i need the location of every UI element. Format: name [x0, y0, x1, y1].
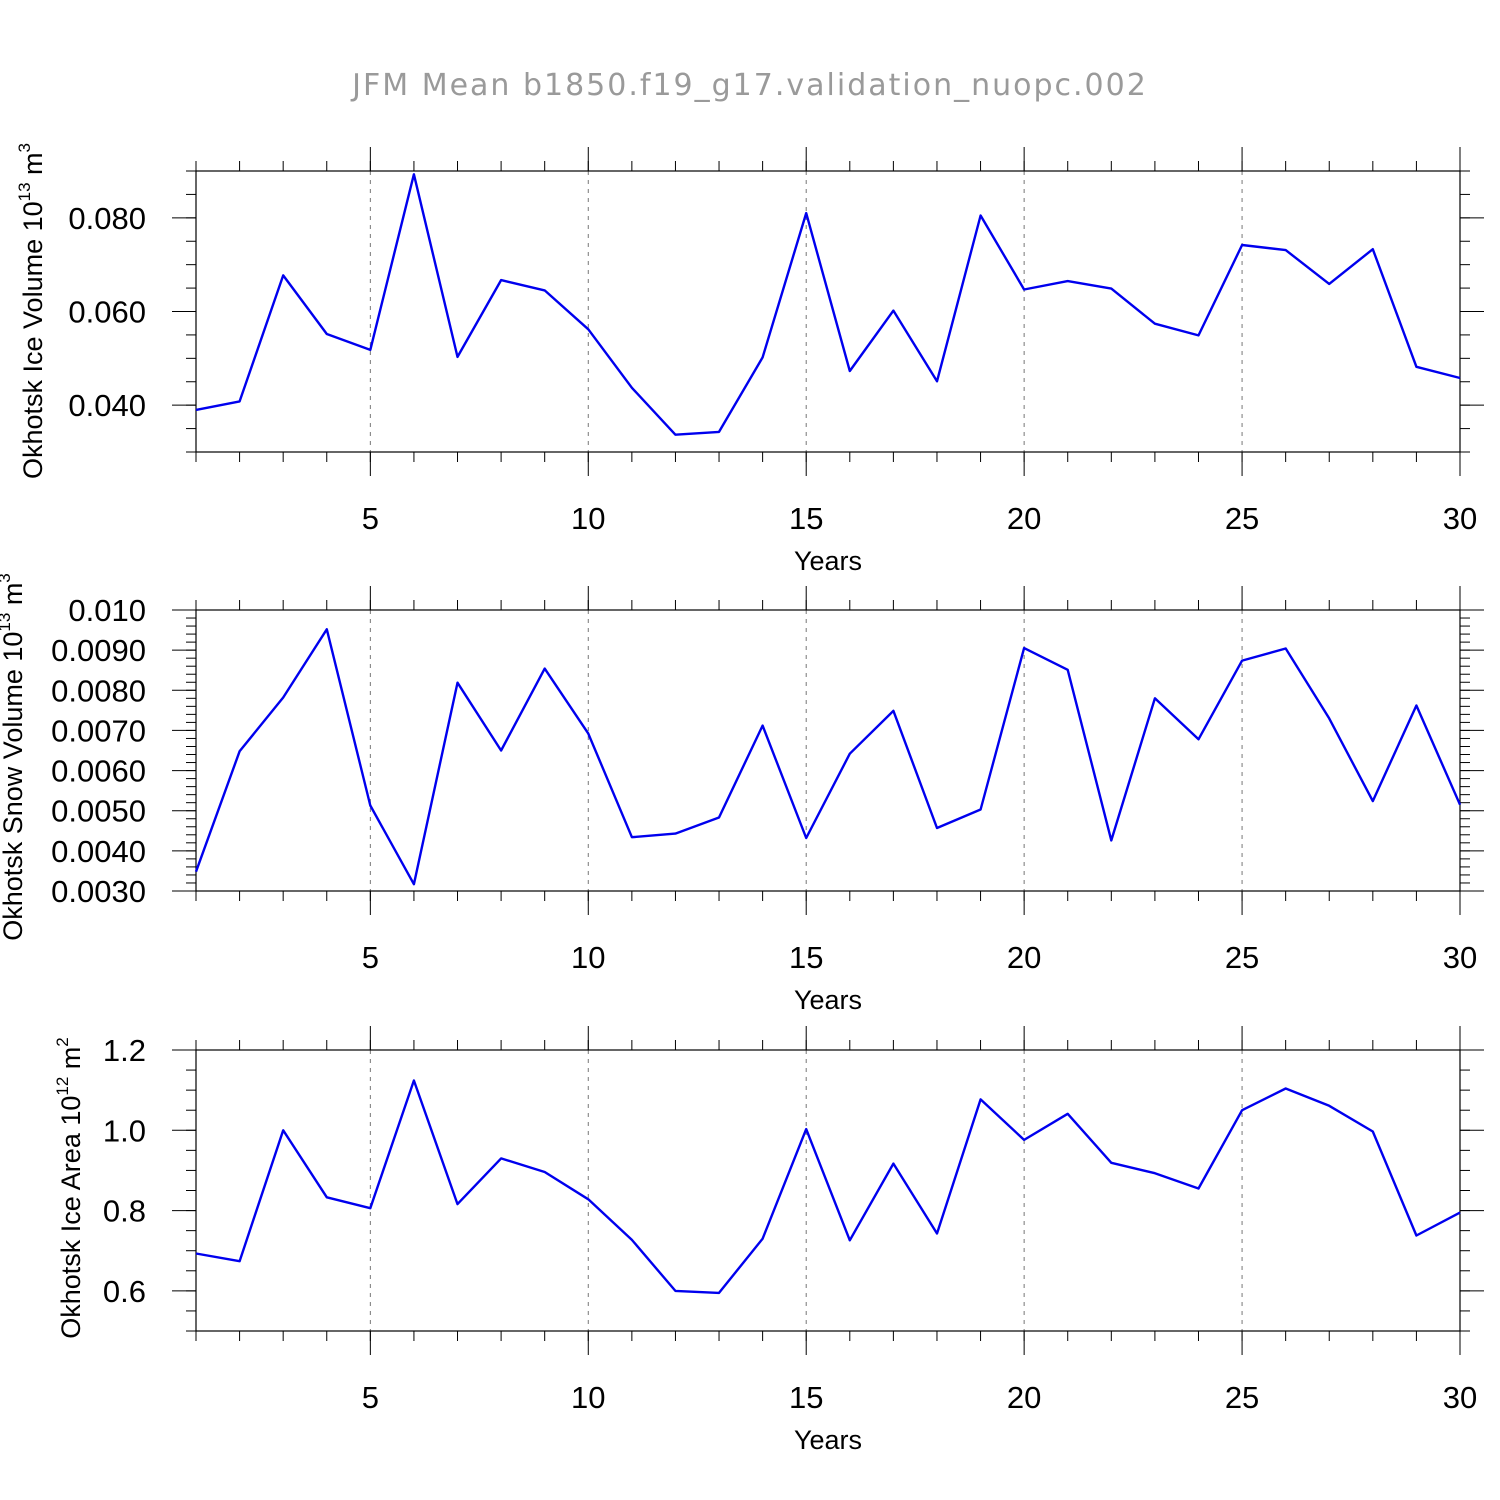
x-tick-label: 15 — [789, 501, 823, 536]
x-tick-label: 10 — [571, 1380, 605, 1415]
x-gridlines — [369, 171, 1243, 452]
x-tick-label: 30 — [1443, 940, 1477, 975]
y-tick-label: 0.060 — [68, 295, 146, 330]
x-tick-label: 20 — [1007, 501, 1041, 536]
panel-snow-volume: 5 10 15 20 25 30 0.00300.00400.00500.00600.00… — [0, 573, 1484, 1015]
x-tick-labels: 5 10 15 20 25 30 — [362, 1380, 1478, 1415]
x-tick-labels: 5 10 15 20 25 30 — [362, 501, 1478, 536]
axis-ticks — [172, 1026, 1484, 1355]
y-tick-labels: 0.040 0.060 0.080 — [68, 201, 146, 423]
y-tick-label: 0.040 — [68, 388, 146, 423]
x-tick-label: 20 — [1007, 940, 1041, 975]
x-tick-label: 5 — [362, 940, 379, 975]
panel-ice-area: 5 10 15 20 25 30 0.6 0.8 1.0 1.2 Years Okhotsk I… — [53, 1026, 1484, 1455]
plot-frame — [195, 1049, 1461, 1332]
snow-volume-series-line — [194, 628, 1462, 886]
x-tick-label: 30 — [1443, 1380, 1477, 1415]
y-tick-label: 0.6 — [103, 1274, 146, 1309]
plot-frame — [195, 170, 1461, 453]
x-gridlines — [369, 1050, 1243, 1331]
y-tick-label: 0.0040 — [51, 834, 146, 869]
x-tick-label: 5 — [362, 501, 379, 536]
x-tick-label: 25 — [1225, 501, 1259, 536]
x-tick-label: 25 — [1225, 1380, 1259, 1415]
axis-ticks — [172, 586, 1484, 915]
x-axis-label: Years — [794, 985, 862, 1015]
x-tick-label: 10 — [571, 940, 605, 975]
y-tick-labels: 0.0030 0.0040 0.0050 0.0060 0.0070 0.0080 0.00… — [51, 593, 146, 909]
y-tick-label: 0.0060 — [51, 754, 146, 789]
x-axis-label: Years — [794, 1425, 862, 1455]
y-tick-label: 0.0050 — [51, 794, 146, 829]
x-tick-label: 5 — [362, 1380, 379, 1415]
y-tick-label: 0.010 — [68, 593, 146, 628]
x-tick-label: 15 — [789, 1380, 823, 1415]
y-axis-label: Okhotsk Ice Area 1012 m2 — [53, 1037, 86, 1339]
y-tick-label: 1.2 — [103, 1033, 146, 1068]
y-tick-label: 0.0080 — [51, 673, 146, 708]
x-axis-label: Years — [794, 546, 862, 576]
x-gridlines — [369, 610, 1243, 891]
figure-title: JFM Mean b1850.f19_g17.validation_nuopc.… — [350, 68, 1148, 103]
panel-ice-volume: 5 10 15 20 25 30 0.040 0.060 0.080 Years Okhots… — [15, 143, 1484, 576]
ice-area-series-line — [195, 1079, 1461, 1295]
y-tick-label: 0.8 — [103, 1194, 146, 1229]
y-axis-label: Okhotsk Ice Volume 1013 m3 — [15, 143, 48, 479]
x-tick-labels: 5 10 15 20 25 30 — [362, 940, 1478, 975]
x-tick-label: 10 — [571, 501, 605, 536]
y-tick-label: 0.080 — [68, 201, 146, 236]
y-tick-label: 1.0 — [103, 1113, 146, 1148]
y-tick-label: 0.0030 — [51, 874, 146, 909]
axis-ticks — [172, 147, 1484, 476]
plot-frame — [195, 609, 1461, 892]
ice-volume-series-line — [195, 173, 1461, 436]
y-tick-label: 0.0090 — [51, 633, 146, 668]
x-tick-label: 20 — [1007, 1380, 1041, 1415]
y-tick-label: 0.0070 — [51, 713, 146, 748]
x-tick-label: 30 — [1443, 501, 1477, 536]
x-tick-label: 25 — [1225, 940, 1259, 975]
y-tick-labels: 0.6 0.8 1.0 1.2 — [103, 1033, 146, 1309]
y-axis-label: Okhotsk Snow Volume 1013 m3 — [0, 573, 28, 941]
x-tick-label: 15 — [789, 940, 823, 975]
